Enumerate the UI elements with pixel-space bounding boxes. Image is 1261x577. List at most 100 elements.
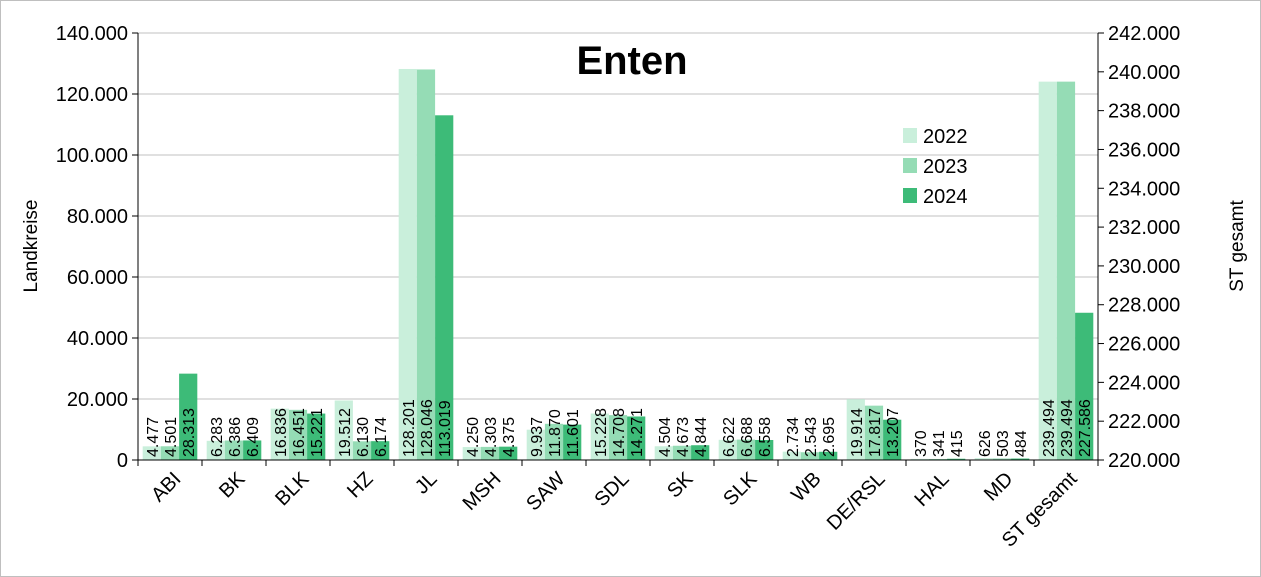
data-label: 4.504 xyxy=(657,417,674,457)
legend-swatch xyxy=(903,188,917,203)
data-label: 415 xyxy=(949,430,966,457)
y2-tick-label: 232.000 xyxy=(1108,217,1180,239)
data-label: 113.019 xyxy=(437,400,454,457)
bar xyxy=(416,69,436,460)
data-label: 4.477 xyxy=(145,417,162,457)
data-label: 2.695 xyxy=(821,417,838,457)
bar xyxy=(1075,312,1094,460)
x-tick-label: HZ xyxy=(343,468,377,502)
data-label: 11.870 xyxy=(547,409,564,457)
bar xyxy=(544,423,564,460)
y-axis-ticks: 0 20.000 40.000 60.000 80.000 100.000 120.000 1… xyxy=(56,23,138,472)
bars xyxy=(142,68,1094,461)
data-label: 19.914 xyxy=(849,408,866,457)
bar xyxy=(270,408,289,460)
data-label: 626 xyxy=(977,430,994,457)
y2-tick-label: 238.000 xyxy=(1108,101,1180,123)
y2-tick-label: 234.000 xyxy=(1108,178,1180,200)
bar xyxy=(819,451,838,460)
data-label: 15.228 xyxy=(593,408,610,457)
x-tick-label: SAW xyxy=(522,468,569,515)
x-tick-label: JL xyxy=(411,468,441,498)
data-label: 4.844 xyxy=(693,417,710,457)
y2-tick-label: 242.000 xyxy=(1108,23,1180,45)
data-label: 4.673 xyxy=(675,417,692,457)
y2-tick-label: 236.000 xyxy=(1108,139,1180,161)
bar xyxy=(718,439,737,460)
data-label: 6.283 xyxy=(209,417,226,457)
x-tick-label: SK xyxy=(663,468,698,503)
bar xyxy=(864,405,884,460)
data-label: 239.494 xyxy=(1041,399,1058,457)
bar xyxy=(654,446,673,460)
bar xyxy=(435,115,454,460)
data-label: 503 xyxy=(995,430,1012,457)
bar xyxy=(992,458,1012,460)
gridlines xyxy=(138,32,1098,461)
data-label: 6.386 xyxy=(227,417,244,457)
bar xyxy=(352,441,372,460)
y-tick-label: 120.000 xyxy=(56,84,128,106)
data-label: 4.375 xyxy=(501,417,518,457)
data-label: 13.207 xyxy=(885,408,902,457)
bar xyxy=(288,409,308,460)
x-tick-label: MSH xyxy=(459,468,506,515)
data-labels: 4.477 4.501 28.313 6.283 6.386 6.409 16.836 16.… xyxy=(145,399,1094,457)
bar xyxy=(462,447,481,460)
y2-tick-label: 228.000 xyxy=(1108,295,1180,317)
data-label: 6.688 xyxy=(739,417,756,457)
bar xyxy=(142,446,161,460)
data-label: 16.451 xyxy=(291,408,308,457)
data-label: 17.817 xyxy=(867,408,884,457)
data-label: 6.130 xyxy=(355,417,372,457)
data-label: 239.494 xyxy=(1059,399,1076,457)
bar xyxy=(782,451,801,460)
y2-tick-label: 240.000 xyxy=(1108,62,1180,84)
bar xyxy=(398,68,417,461)
x-tick-label: WB xyxy=(787,468,825,506)
y-tick-label: 80.000 xyxy=(67,206,128,228)
bar xyxy=(480,446,500,460)
data-label: 6.622 xyxy=(721,417,738,457)
x-tick-label: HAL xyxy=(910,468,953,511)
data-label: 6.409 xyxy=(245,417,262,457)
bar xyxy=(974,458,993,460)
data-label: 15.221 xyxy=(309,408,326,457)
bar xyxy=(563,424,582,460)
data-label: 2.543 xyxy=(803,417,820,457)
x-tick-label: ABI xyxy=(147,468,185,506)
data-label: 14.271 xyxy=(629,408,646,457)
chart-title: Enten xyxy=(576,39,687,83)
bar xyxy=(910,458,929,460)
bar xyxy=(883,419,902,460)
y-tick-label: 0 xyxy=(117,450,128,472)
bar xyxy=(590,413,609,460)
bar xyxy=(755,439,774,460)
data-label: 4.303 xyxy=(483,417,500,457)
bar xyxy=(526,429,545,460)
data-label: 128.201 xyxy=(401,399,418,457)
bar xyxy=(179,373,198,460)
bar xyxy=(691,445,710,460)
y-tick-label: 40.000 xyxy=(67,328,128,350)
x-tick-label: BLK xyxy=(271,468,314,511)
data-label: 227.586 xyxy=(1077,399,1094,457)
y2-tick-label: 226.000 xyxy=(1108,334,1180,356)
data-label: 14.708 xyxy=(611,408,628,457)
data-label: 6.558 xyxy=(757,417,774,457)
bar xyxy=(499,446,518,460)
data-label: 16.836 xyxy=(273,408,290,457)
data-label: 4.501 xyxy=(163,417,180,457)
y2-tick-label: 222.000 xyxy=(1108,411,1180,433)
bar xyxy=(928,458,948,460)
legend-label: 2024 xyxy=(923,186,968,208)
bar xyxy=(627,416,646,460)
legend: 2022 2023 2024 xyxy=(903,126,968,208)
bar xyxy=(672,445,692,460)
data-label: 341 xyxy=(931,430,948,457)
x-tick-label: SDL xyxy=(590,468,633,511)
bar xyxy=(736,439,756,460)
data-label: 4.250 xyxy=(465,417,482,457)
legend-label: 2023 xyxy=(923,156,968,178)
y-tick-label: 60.000 xyxy=(67,267,128,289)
